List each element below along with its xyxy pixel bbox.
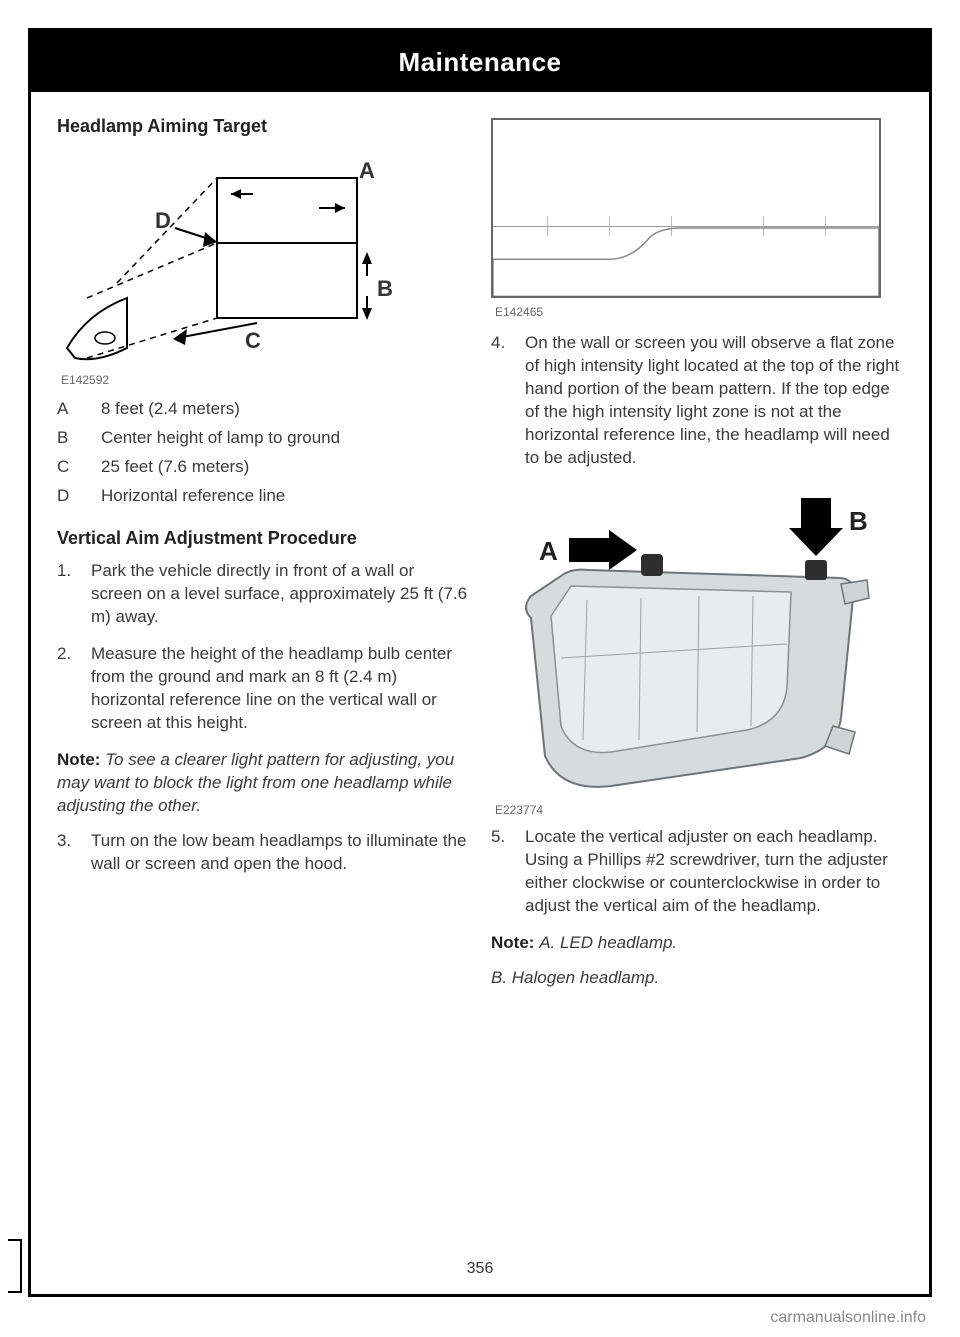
watermark: carmanualsonline.info (770, 1309, 926, 1327)
section-title: Headlamp Aiming Target (57, 114, 469, 138)
beam-pattern-diagram (491, 118, 881, 298)
aiming-target-svg: A B C D (57, 148, 397, 388)
figure-id: E142465 (495, 304, 903, 320)
step-number: 2. (57, 643, 91, 735)
step-item: 5. Locate the vertical adjuster on each … (491, 826, 903, 918)
beam-cutoff-shape (493, 226, 879, 296)
legend-value: Center height of lamp to ground (101, 427, 469, 450)
note-block: Note: To see a clearer light pattern for… (57, 749, 469, 818)
steps-list: 3. Turn on the low beam headlamps to ill… (57, 830, 469, 876)
figure-id: E142592 (61, 372, 109, 388)
svg-text:B: B (377, 276, 393, 301)
legend-row: B Center height of lamp to ground (57, 427, 469, 450)
page-number: 356 (31, 1254, 929, 1294)
step-text: Park the vehicle directly in front of a … (91, 560, 469, 629)
note-label: Note: (57, 750, 100, 769)
legend-key: B (57, 427, 101, 450)
svg-text:A: A (539, 536, 558, 566)
legend-table: A 8 feet (2.4 meters) B Center height of… (57, 398, 469, 508)
note-body: To see a clearer light pattern for adjus… (57, 750, 454, 815)
legend-row: C 25 feet (7.6 meters) (57, 456, 469, 479)
legend-value: 8 feet (2.4 meters) (101, 398, 469, 421)
step-number: 3. (57, 830, 91, 876)
page-frame: Maintenance Headlamp Aiming Target (28, 28, 932, 1297)
legend-value: 25 feet (7.6 meters) (101, 456, 469, 479)
note-line-b: B. Halogen headlamp. (491, 967, 903, 990)
svg-text:B: B (849, 506, 868, 536)
step-item: 2. Measure the height of the headlamp bu… (57, 643, 469, 735)
svg-text:D: D (155, 208, 171, 233)
steps-list: 4. On the wall or screen you will observ… (491, 332, 903, 470)
left-column: Headlamp Aiming Target (57, 114, 469, 1244)
step-number: 4. (491, 332, 525, 470)
legend-row: D Horizontal reference line (57, 485, 469, 508)
legend-row: A 8 feet (2.4 meters) (57, 398, 469, 421)
step-item: 1. Park the vehicle directly in front of… (57, 560, 469, 629)
step-text: On the wall or screen you will observe a… (525, 332, 903, 470)
legend-key: A (57, 398, 101, 421)
note-body: A. LED headlamp. (539, 933, 677, 952)
step-text: Turn on the low beam headlamps to illumi… (91, 830, 469, 876)
step-item: 4. On the wall or screen you will observ… (491, 332, 903, 470)
aiming-target-diagram: A B C D E142592 (57, 148, 397, 388)
subsection-title: Vertical Aim Adjustment Procedure (57, 526, 469, 550)
header-title: Maintenance (399, 47, 562, 77)
step-number: 1. (57, 560, 91, 629)
note-block: Note: A. LED headlamp. (491, 932, 903, 955)
steps-list: 1. Park the vehicle directly in front of… (57, 560, 469, 735)
step-number: 5. (491, 826, 525, 918)
figure-id: E223774 (495, 802, 543, 818)
step-item: 3. Turn on the low beam headlamps to ill… (57, 830, 469, 876)
right-column: E142465 4. On the wall or screen you wil… (491, 114, 903, 1244)
svg-text:A: A (359, 158, 375, 183)
legend-key: C (57, 456, 101, 479)
svg-text:C: C (245, 328, 261, 353)
step-text: Measure the height of the headlamp bulb … (91, 643, 469, 735)
legend-key: D (57, 485, 101, 508)
note-label: Note: (491, 933, 534, 952)
content-area: Headlamp Aiming Target (31, 92, 929, 1254)
headlamp-diagram: B A (491, 488, 881, 818)
headlamp-svg: B A (491, 488, 881, 818)
steps-list: 5. Locate the vertical adjuster on each … (491, 826, 903, 918)
page-tab (8, 1239, 22, 1293)
page-header: Maintenance (31, 31, 929, 92)
legend-value: Horizontal reference line (101, 485, 469, 508)
step-text: Locate the vertical adjuster on each hea… (525, 826, 903, 918)
